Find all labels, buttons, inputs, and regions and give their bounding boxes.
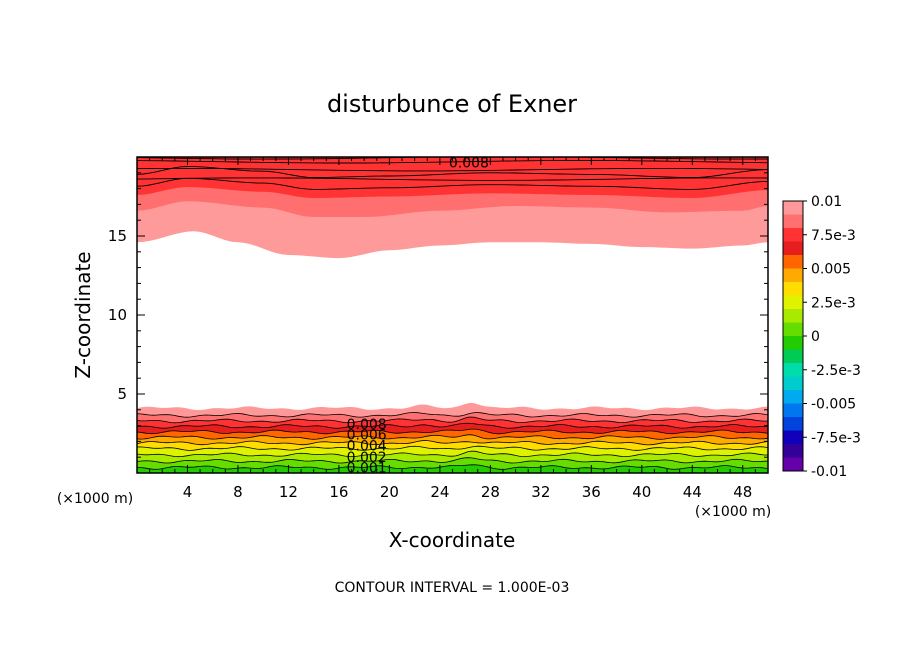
x-axis-unit: (×1000 m) bbox=[695, 504, 771, 520]
top-contour-line bbox=[137, 167, 768, 172]
bottom-contour-line bbox=[137, 450, 768, 458]
bottom-contour-line bbox=[137, 457, 768, 464]
colorbar-segment bbox=[783, 376, 803, 391]
colorbar-label: 0 bbox=[811, 329, 820, 345]
colorbar-segment bbox=[783, 322, 803, 337]
bottom-band-layer bbox=[137, 464, 768, 473]
colorbar-segment bbox=[783, 390, 803, 404]
top-contour-line bbox=[137, 160, 768, 164]
colorbar-segment bbox=[783, 363, 803, 377]
contour-lines bbox=[137, 157, 768, 470]
colorbar-segment bbox=[783, 430, 803, 445]
x-tick-label: 24 bbox=[430, 483, 449, 501]
x-tick-label: 4 bbox=[183, 483, 193, 501]
contour-interval-note: CONTOUR INTERVAL = 1.000E-03 bbox=[335, 580, 570, 596]
bottom-contour-line bbox=[137, 412, 768, 418]
chart-title: disturbunce of Exner bbox=[327, 90, 577, 118]
top-contour-line bbox=[137, 157, 768, 160]
x-tick-label: 8 bbox=[233, 483, 243, 501]
contour-label: 0.002 bbox=[347, 450, 387, 466]
bottom-contour-line bbox=[137, 445, 768, 451]
colorbar-segment bbox=[783, 268, 803, 283]
colorbar-segment bbox=[783, 228, 803, 242]
x-axis-title: X-coordinate bbox=[389, 528, 516, 552]
contour-label: 0.004 bbox=[347, 438, 387, 454]
colorbar-label: -2.5e-3 bbox=[811, 363, 861, 379]
x-tick-label: 40 bbox=[632, 483, 651, 501]
bottom-contour-line bbox=[137, 440, 768, 446]
colorbar-segment bbox=[783, 255, 803, 269]
bottom-contour-line bbox=[137, 464, 768, 470]
contour-label: 0.008 bbox=[347, 417, 387, 433]
x-axis-ticks: 4 8 12 16 20 24 28 32 36 40 44 48 bbox=[149, 157, 756, 501]
y-tick-label: 5 bbox=[117, 385, 127, 403]
colorbar-label: -7.5e-3 bbox=[811, 430, 861, 446]
x-tick-label: 16 bbox=[329, 483, 348, 501]
colorbar-segment bbox=[783, 457, 803, 472]
colorbar-label: 0.005 bbox=[811, 262, 851, 278]
colorbar-label: 0.01 bbox=[811, 194, 842, 210]
x-tick-label: 20 bbox=[380, 483, 399, 501]
bottom-contour-line bbox=[137, 428, 768, 435]
top-contour-line bbox=[137, 177, 768, 181]
colorbar-label: -0.005 bbox=[811, 397, 856, 413]
x-tick-label: 36 bbox=[582, 483, 601, 501]
colorbar-segment bbox=[783, 309, 803, 323]
x-tick-label: 44 bbox=[683, 483, 702, 501]
y-axis-title: Z-coordinate bbox=[71, 251, 95, 378]
colorbar-label: -0.01 bbox=[811, 464, 847, 480]
y-axis-unit: (×1000 m) bbox=[57, 491, 133, 507]
x-tick-label: 12 bbox=[279, 483, 298, 501]
y-tick-label: 10 bbox=[108, 306, 127, 324]
x-tick-label: 28 bbox=[481, 483, 500, 501]
x-tick-label: 32 bbox=[531, 483, 550, 501]
y-axis-ticks: 5 10 15 bbox=[108, 172, 768, 458]
colorbar-label: 7.5e-3 bbox=[811, 228, 856, 244]
colorbar-segment bbox=[783, 417, 803, 431]
colorbar: 0.01 7.5e-3 0.005 2.5e-3 0 -2.5e-3 -0.005 -7.5e… bbox=[782, 194, 861, 480]
colorbar-segment bbox=[783, 403, 803, 418]
bottom-contour-line bbox=[137, 416, 768, 424]
top-contour-line bbox=[137, 177, 768, 190]
contour-label: 0.001 bbox=[347, 460, 387, 476]
contour-label: 0.006 bbox=[347, 427, 387, 443]
colorbar-segment bbox=[783, 295, 803, 310]
colorbar-segment bbox=[783, 201, 803, 215]
colorbar-segment bbox=[783, 444, 803, 458]
colorbar-label: 2.5e-3 bbox=[811, 295, 856, 311]
top-contour-line bbox=[137, 166, 768, 178]
contour-label: 0.008 bbox=[449, 156, 489, 172]
x-tick-label: 48 bbox=[733, 483, 752, 501]
colorbar-segment bbox=[783, 241, 803, 256]
colorbar-segment bbox=[783, 282, 803, 296]
y-tick-label: 15 bbox=[108, 227, 127, 245]
bottom-contour-line bbox=[137, 434, 768, 440]
colorbar-segment bbox=[783, 336, 803, 350]
colorbar-segment bbox=[783, 349, 803, 364]
colorbar-segment bbox=[783, 214, 803, 229]
bottom-contour-line bbox=[137, 422, 768, 429]
